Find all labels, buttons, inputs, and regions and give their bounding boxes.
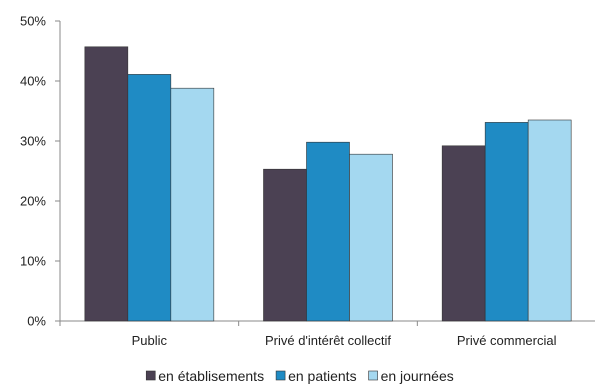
legend-swatch bbox=[145, 370, 156, 381]
y-tick-label: 30% bbox=[20, 134, 46, 149]
x-tick-label: Privé commercial bbox=[457, 333, 557, 348]
bar bbox=[263, 168, 307, 322]
legend-swatch bbox=[275, 370, 286, 381]
y-tick-label: 10% bbox=[20, 254, 46, 269]
x-axis: Public Privé d'intérêt collectif Privé com… bbox=[59, 320, 595, 348]
legend-label: en établisements bbox=[158, 368, 264, 384]
bar bbox=[441, 145, 486, 322]
bar bbox=[484, 122, 529, 322]
bar bbox=[527, 119, 572, 322]
bar bbox=[127, 74, 172, 322]
legend-swatch bbox=[368, 370, 378, 381]
y-axis: 0% 10% 20% 30% 40% 50% bbox=[20, 14, 61, 329]
bar bbox=[306, 141, 350, 322]
legend-label: en patients bbox=[288, 368, 357, 384]
bar bbox=[349, 153, 393, 322]
x-tick-label: Privé d'intérêt collectif bbox=[265, 333, 391, 348]
x-tick-label: Public bbox=[132, 333, 168, 348]
bar bbox=[84, 46, 129, 322]
legend: en établisements en patients en journées bbox=[145, 368, 454, 384]
legend-label: en journées bbox=[381, 368, 454, 384]
y-tick-label: 20% bbox=[20, 194, 46, 209]
bar bbox=[170, 87, 215, 322]
bars bbox=[84, 46, 572, 322]
y-tick-label: 50% bbox=[20, 14, 46, 29]
y-tick-label: 40% bbox=[20, 74, 46, 89]
y-tick-label: 0% bbox=[27, 314, 46, 329]
